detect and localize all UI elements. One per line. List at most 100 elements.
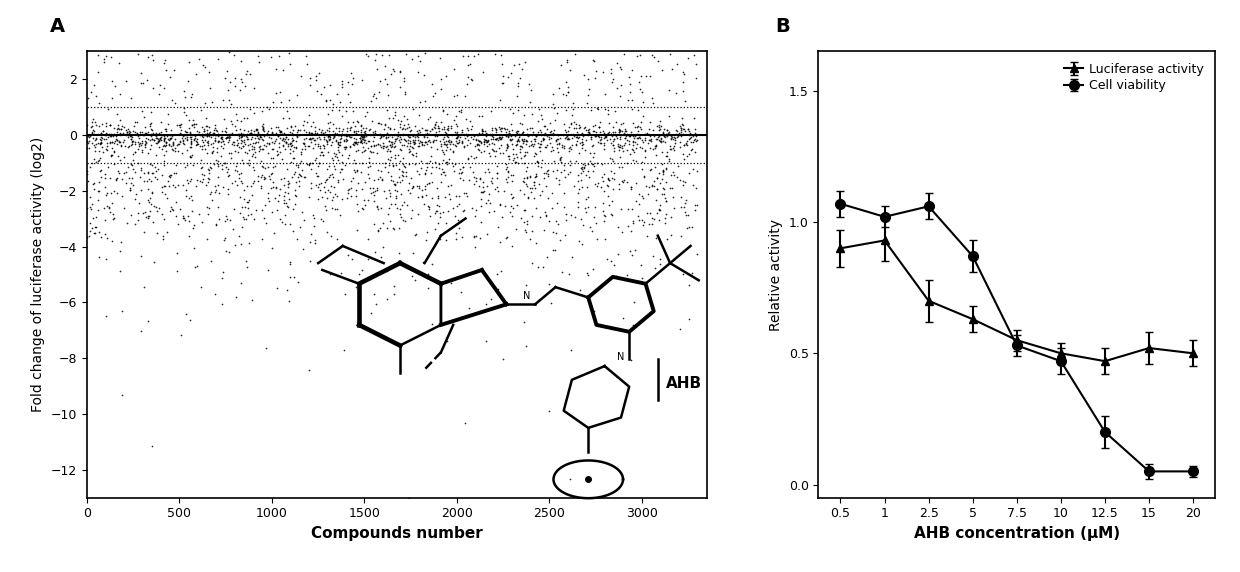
Point <box>557 55 577 65</box>
Point <box>479 165 498 174</box>
Point <box>258 162 278 172</box>
Point <box>598 175 618 184</box>
Point <box>490 200 510 209</box>
Point <box>320 131 340 140</box>
Point <box>254 174 274 184</box>
Point <box>363 91 383 100</box>
Point <box>148 165 167 174</box>
Point <box>560 156 580 165</box>
Point <box>97 233 117 242</box>
Point <box>272 136 291 145</box>
Point <box>579 128 599 137</box>
Point <box>176 128 196 137</box>
Point <box>320 135 340 144</box>
Point <box>192 122 212 132</box>
Point <box>280 145 300 154</box>
Point <box>293 121 312 130</box>
Point <box>513 136 533 145</box>
Point <box>434 167 454 176</box>
Point <box>326 124 346 133</box>
Point <box>279 48 299 57</box>
Point <box>84 81 104 90</box>
Point <box>518 193 538 202</box>
Point <box>248 171 268 180</box>
Point <box>151 118 171 127</box>
Point <box>599 128 619 137</box>
Point <box>682 269 702 278</box>
Point <box>511 142 531 151</box>
Point <box>367 184 387 193</box>
Point <box>374 125 394 134</box>
Point <box>487 284 507 293</box>
Point <box>641 182 661 191</box>
Point <box>492 124 512 133</box>
Point <box>78 132 98 141</box>
Point <box>631 72 651 81</box>
Point <box>98 104 118 113</box>
Point <box>587 104 606 113</box>
Point <box>305 136 325 145</box>
Point <box>218 85 238 94</box>
Point <box>387 194 407 203</box>
Point <box>435 127 455 136</box>
Point <box>367 185 387 194</box>
Point <box>513 217 533 227</box>
Point <box>181 192 201 201</box>
Point <box>376 120 396 129</box>
Point <box>102 151 122 160</box>
Point <box>481 152 501 161</box>
Point <box>136 138 156 147</box>
Point <box>277 198 296 208</box>
Point <box>532 156 552 165</box>
Point <box>371 252 391 261</box>
Point <box>197 148 217 157</box>
Point <box>227 181 247 190</box>
Point <box>480 130 500 140</box>
Point <box>686 183 706 192</box>
Point <box>632 158 652 167</box>
Point <box>310 143 330 152</box>
Point <box>247 137 267 146</box>
Point <box>138 317 157 326</box>
Point <box>211 141 231 150</box>
Point <box>622 146 642 155</box>
Point <box>439 181 459 190</box>
Point <box>543 104 563 113</box>
Point <box>278 139 298 148</box>
Point <box>481 134 501 143</box>
Point <box>293 208 312 217</box>
Point <box>118 142 138 151</box>
Point <box>520 172 539 181</box>
Point <box>436 337 456 346</box>
Point <box>131 78 151 87</box>
Point <box>408 129 428 138</box>
Point <box>634 172 653 181</box>
Point <box>675 140 694 149</box>
Point <box>299 110 319 119</box>
Point <box>666 136 686 145</box>
Point <box>587 66 606 76</box>
Point <box>510 59 529 69</box>
Point <box>546 173 565 182</box>
Point <box>138 52 157 61</box>
Point <box>494 72 513 81</box>
Point <box>455 92 475 101</box>
Point <box>289 182 309 191</box>
Point <box>427 132 446 141</box>
Point <box>241 134 260 143</box>
Point <box>242 141 262 150</box>
Point <box>249 57 269 66</box>
Point <box>383 113 403 122</box>
Point <box>155 134 175 143</box>
Point <box>613 126 632 136</box>
Point <box>511 153 531 162</box>
Point <box>352 204 372 213</box>
Point <box>577 183 596 192</box>
Point <box>569 184 589 193</box>
Point <box>242 209 262 219</box>
Point <box>312 125 332 134</box>
Point <box>327 153 347 162</box>
Point <box>584 126 604 135</box>
Point <box>578 125 598 134</box>
Point <box>275 134 295 144</box>
